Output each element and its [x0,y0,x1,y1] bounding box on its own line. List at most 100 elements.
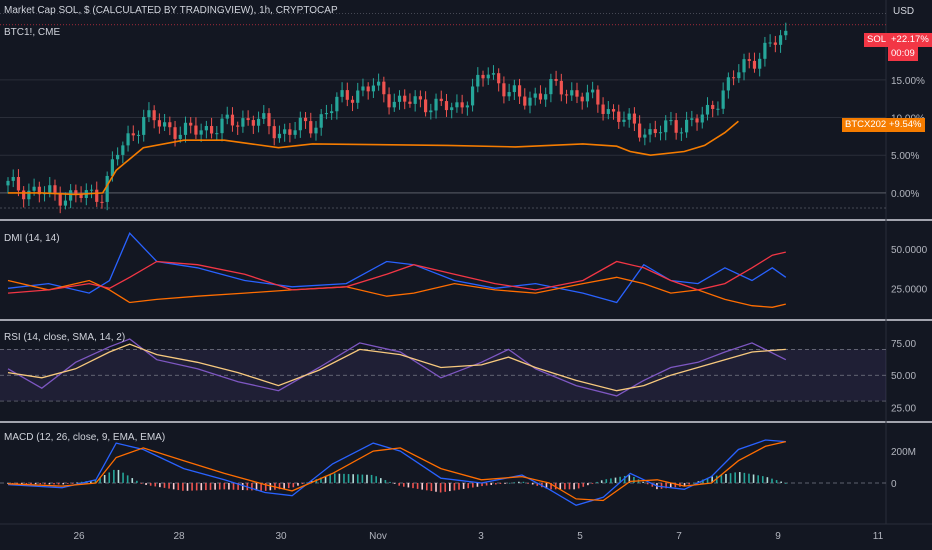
candle-body [142,116,146,135]
macd-histogram-bar [573,482,575,490]
candle-body [126,133,130,146]
candle-body [695,118,699,123]
macd-histogram-bar [297,482,299,486]
macd-histogram-bar [333,473,336,483]
macd-histogram-bar [495,482,497,485]
macd-histogram-bar [587,482,589,486]
candle-body [303,117,308,122]
macd-histogram-bar [232,482,235,490]
macd-histogram-bar [370,474,373,483]
macd-histogram-bar [131,478,134,483]
macd-histogram-bar [564,482,566,490]
macd-histogram-bar [748,473,750,483]
macd-histogram-bar [416,482,419,489]
macd-histogram-bar [200,482,203,491]
macd-histogram-bar [389,481,391,483]
macd-histogram-bar [163,482,166,488]
candle-body [168,122,172,128]
btc-compare-line [8,120,739,196]
macd-histogram-bar [711,476,713,483]
macd-histogram-bar [80,481,83,483]
macd-histogram-bar [407,482,410,488]
macd-histogram-bar [761,476,764,483]
macd-histogram-bar [596,481,598,483]
macd-histogram-bar [683,482,686,487]
macd-histogram-bar [94,479,97,483]
macd-histogram-bar [186,482,189,491]
candle-body [721,90,725,109]
candle-body [408,101,412,104]
candle-body [679,132,683,134]
candle-body [11,177,15,181]
candle-body [16,177,21,191]
candle-body [773,42,777,45]
candle-body [22,190,26,200]
dmi-series-line [7,251,786,294]
macd-histogram-bar [62,482,65,485]
candle-body [89,189,94,191]
macd-histogram-bar [140,482,143,484]
macd-histogram-bar [218,482,221,490]
candle-body [366,86,370,92]
compare-symbol-title: BTC1!, CME [4,27,61,38]
candle-body [382,81,386,95]
macd-histogram-bar [706,477,709,483]
candle-body [6,180,10,186]
candle-body [705,104,710,115]
candle-body [523,96,527,106]
candle-body [74,190,78,195]
macd-histogram-bar [600,480,603,483]
candle-body [507,92,511,97]
candle-body [460,102,464,108]
candle-body [63,200,68,206]
macd-histogram-bar [361,474,364,483]
macd-histogram-bar [582,482,585,487]
macd-histogram-bar [205,482,207,491]
macd-histogram-bar [660,482,663,489]
candle-body [220,118,224,134]
macd-histogram-bar [692,482,695,484]
macd-histogram-bar [633,476,635,483]
candle-body [236,125,240,127]
x-tick-label: 9 [775,531,781,542]
candle-body [277,133,282,139]
candle-body [444,101,449,111]
candle-body [110,159,115,176]
x-tick-label: 26 [73,531,85,542]
macd-histogram-bar [513,482,516,484]
macd-histogram-bar [7,482,9,484]
candle-body [617,111,621,122]
macd-histogram-bar [292,482,295,488]
macd-histogram-bar [688,482,690,485]
candle-body [69,190,73,201]
candle-body [585,92,590,102]
candle-body [658,132,663,134]
candle-body [747,59,751,61]
macd-histogram-bar [614,477,617,483]
rsi-tick-label: 25.00 [891,404,916,415]
candle-body [262,113,266,119]
candle-body [356,90,360,103]
candle-body [538,93,543,100]
candle-body [95,189,99,202]
x-tick-label: 30 [275,531,287,542]
macd-histogram-bar [16,482,19,484]
candle-body [340,90,344,97]
dmi-series-line [7,232,787,304]
macd-histogram-bar [251,482,253,491]
sol-symbol-badge: SOL [864,33,890,47]
candle-body [225,114,229,119]
sol-change-badge: +22.17% [888,33,932,47]
candle-body [632,113,637,124]
macd-histogram-bar [278,482,281,490]
candle-body [116,154,120,160]
macd-histogram-bar [241,482,244,491]
price-tick-label: 5.00% [891,151,919,162]
candle-body [377,81,381,86]
macd-histogram-bar [301,482,304,485]
candle-body [288,129,292,135]
candle-body [763,42,767,59]
candle-body [768,42,772,44]
candle-body [481,74,485,79]
